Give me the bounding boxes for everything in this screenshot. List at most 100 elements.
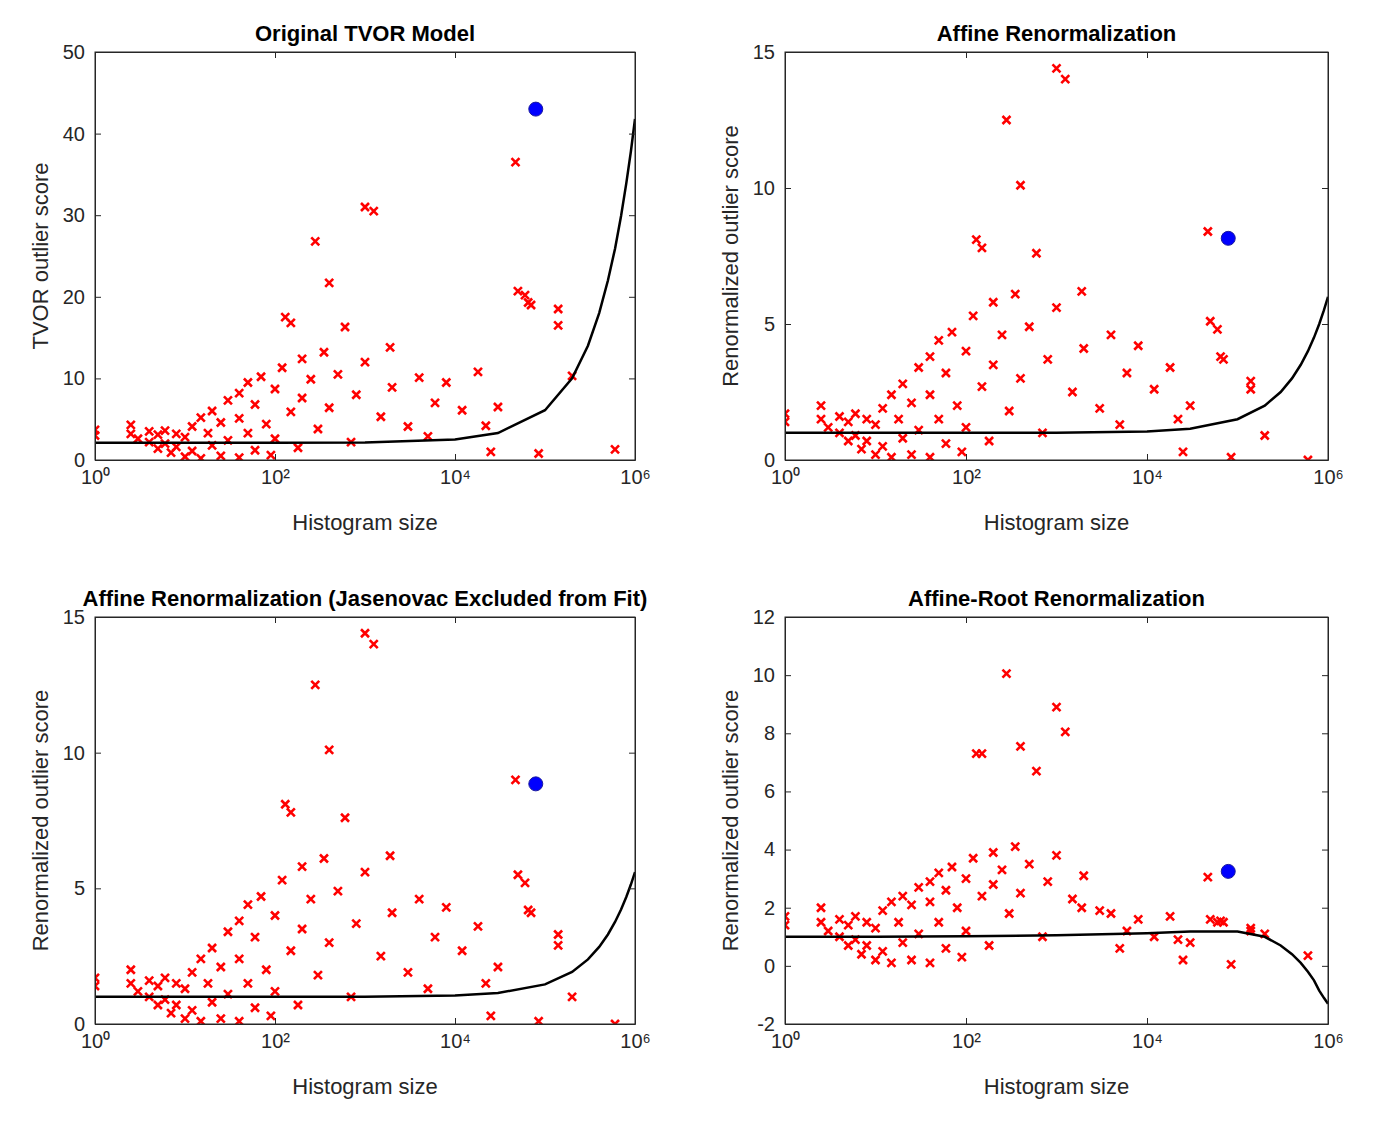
- scatter-point: [1016, 742, 1024, 750]
- scatter-point: [851, 912, 859, 920]
- x-axis-top-line: [786, 52, 1329, 53]
- y-axis-line: [785, 618, 786, 1025]
- scatter-point: [953, 904, 961, 912]
- scatter-point: [1025, 323, 1033, 331]
- scatter-point: [942, 440, 950, 448]
- scatter-point: [948, 328, 956, 336]
- scatter-point: [482, 979, 490, 987]
- scatter-point: [817, 402, 825, 410]
- y-tick-mark: [1322, 188, 1328, 189]
- y-axis-title: Renormalized outlier score: [718, 125, 743, 387]
- scatter-point: [817, 918, 825, 926]
- y-tick: -2: [757, 1013, 791, 1035]
- y-tick-label: 8: [764, 722, 775, 744]
- y-tick: 40: [63, 123, 101, 145]
- scatter-point: [377, 952, 385, 960]
- y-axis-right-line: [1328, 618, 1329, 1025]
- x-tick-top: [1147, 617, 1148, 623]
- scatter-point: [334, 887, 342, 895]
- y-tick-mark: [95, 297, 101, 298]
- scatter-point: [320, 854, 328, 862]
- scatter-point: [1061, 728, 1069, 736]
- scatter-point: [1053, 304, 1061, 312]
- y-axis-right: [629, 53, 636, 461]
- highlight-point: [1221, 864, 1235, 878]
- scatter-point: [1219, 355, 1227, 363]
- scatter-point: [1044, 355, 1052, 363]
- y-tick-right: [629, 617, 635, 618]
- scatter-point: [1304, 456, 1312, 460]
- y-tick-label: 12: [753, 606, 775, 628]
- y-tick-label: 10: [753, 664, 775, 686]
- scatter-point: [1068, 895, 1076, 903]
- scatter-point: [978, 383, 986, 391]
- scatter-point: [235, 955, 243, 963]
- y-tick-mark: [1322, 460, 1328, 461]
- y-tick: 15: [753, 41, 791, 63]
- scatter-point: [935, 869, 943, 877]
- y-tick: 10: [753, 664, 791, 686]
- scatter-point: [197, 1017, 205, 1024]
- y-tick-right: [1322, 791, 1328, 792]
- y-tick-label: 10: [753, 177, 775, 199]
- scatter-point: [181, 433, 189, 441]
- scatter-point: [341, 814, 349, 822]
- y-tick-mark: [785, 966, 791, 967]
- scatter-point: [235, 454, 243, 460]
- scatter-point: [320, 348, 328, 356]
- y-tick-mark: [629, 297, 635, 298]
- scatter-point: [989, 880, 997, 888]
- y-tick-mark: [785, 908, 791, 909]
- plot-background: [785, 52, 1328, 460]
- y-tick-label: 0: [74, 1013, 85, 1035]
- x-tick-mark: [275, 1018, 276, 1024]
- scatter-point: [361, 358, 369, 366]
- scatter-point: [298, 863, 306, 871]
- y-tick-mark: [95, 134, 101, 135]
- scatter-point: [1016, 374, 1024, 382]
- scatter-point: [1044, 878, 1052, 886]
- scatter-point: [1002, 116, 1010, 124]
- y-tick-mark: [785, 460, 791, 461]
- scatter-point: [482, 422, 490, 430]
- scatter-point: [863, 415, 871, 423]
- y-tick-label: 15: [753, 41, 775, 63]
- x-tick-mark: [1147, 52, 1148, 58]
- scatter-point: [352, 920, 360, 928]
- scatter-point: [341, 323, 349, 331]
- scatter-point: [377, 413, 385, 421]
- scatter-point: [915, 364, 923, 372]
- y-tick: 4: [764, 838, 791, 860]
- scatter-point: [908, 451, 916, 459]
- y-axis: -2024681012: [753, 606, 791, 1035]
- y-tick: 10: [63, 367, 101, 389]
- scatter-point: [271, 911, 279, 919]
- y-tick: 6: [764, 780, 791, 802]
- y-tick-mark: [1322, 1024, 1328, 1025]
- scatter-point: [278, 364, 286, 372]
- scatter-point: [817, 904, 825, 912]
- scatter-point: [872, 421, 880, 429]
- scatter-point: [431, 399, 439, 407]
- scatter-point: [257, 373, 265, 381]
- y-tick: 12: [753, 606, 791, 628]
- panel: 10⁰10²10⁴10⁶051015Affine Renormalization…: [718, 21, 1344, 535]
- x-tick-label: 10⁰: [771, 1030, 800, 1052]
- y-axis-right: [1322, 618, 1329, 1025]
- x-axis-title: Histogram size: [292, 1074, 437, 1099]
- scatter-point: [361, 868, 369, 876]
- scatter-point: [1078, 904, 1086, 912]
- data-area: [95, 102, 635, 460]
- y-tick: 5: [74, 877, 101, 899]
- scatter-point: [134, 987, 142, 995]
- scatter-point: [926, 391, 934, 399]
- scatter-point: [204, 429, 212, 437]
- y-tick-right: [1322, 733, 1328, 734]
- scatter-point: [942, 369, 950, 377]
- scatter-point: [334, 370, 342, 378]
- x-tick-mark: [966, 617, 967, 623]
- y-tick-mark: [629, 1024, 635, 1025]
- scatter-point: [154, 982, 162, 990]
- scatter-point: [1174, 415, 1182, 423]
- scatter-point: [844, 921, 852, 929]
